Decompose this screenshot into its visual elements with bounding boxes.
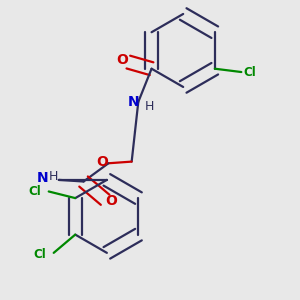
Text: O: O: [105, 194, 117, 208]
Text: H: H: [49, 170, 58, 183]
Text: Cl: Cl: [29, 185, 41, 198]
Text: Cl: Cl: [243, 65, 256, 79]
Text: N: N: [128, 95, 139, 109]
Text: Cl: Cl: [34, 248, 46, 261]
Text: H: H: [145, 100, 154, 113]
Text: O: O: [97, 154, 108, 169]
Text: O: O: [116, 53, 128, 68]
Text: N: N: [37, 171, 49, 185]
